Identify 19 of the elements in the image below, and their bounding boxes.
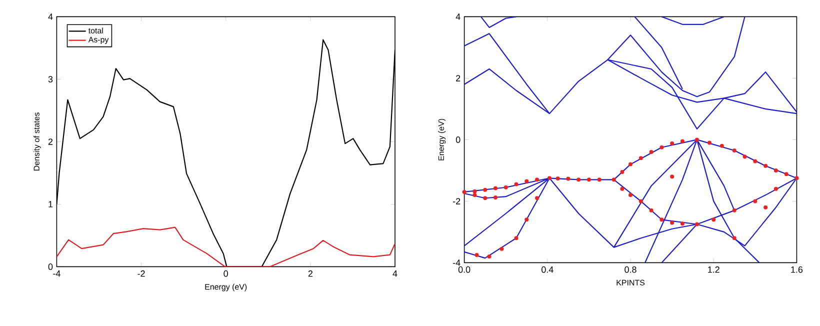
x-tick-label: 2: [308, 270, 312, 277]
y-tick-label: 1: [48, 201, 53, 208]
y-tick-label: -2: [453, 198, 460, 204]
y-tick-label: 3: [48, 76, 53, 82]
x-tick-label: 0.0: [458, 266, 470, 273]
y-tick-label: 2: [456, 75, 460, 82]
y-tick-label: 4: [456, 14, 460, 20]
x-tick-label: 1.2: [708, 266, 720, 273]
y-tick-label: 2: [48, 138, 53, 145]
x-tick-label: -4: [53, 270, 60, 277]
x-tick-label: 4: [392, 270, 398, 277]
y-tick-label: 0: [456, 136, 460, 143]
x-tick-label: 0.8: [624, 266, 636, 273]
y-tick-label: 4: [48, 14, 53, 20]
x-tick-label: 0.4: [542, 266, 554, 273]
x-tick-label: -2: [138, 270, 145, 277]
x-tick-label: 1.6: [791, 266, 803, 273]
y-tick-label: -4: [453, 260, 460, 266]
x-tick-label: 0: [224, 270, 228, 277]
